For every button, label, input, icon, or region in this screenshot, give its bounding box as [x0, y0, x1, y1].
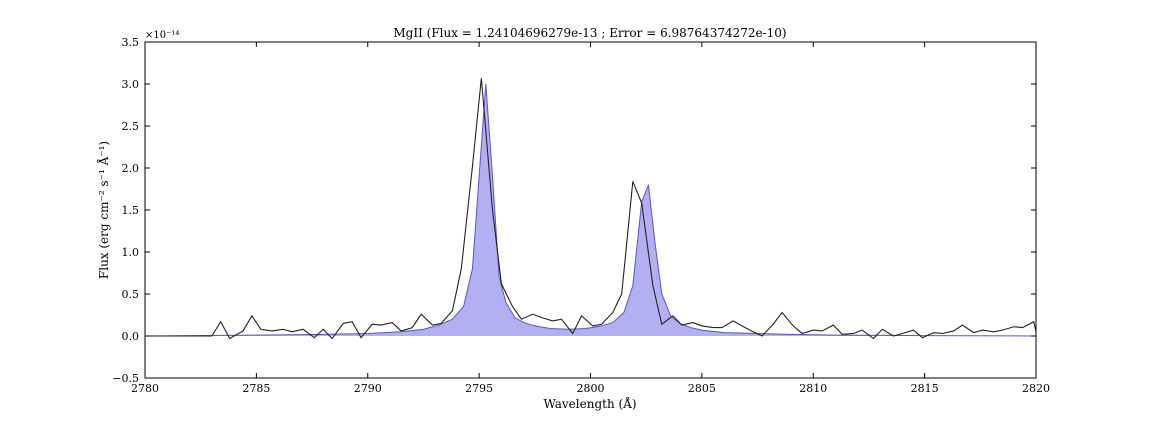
x-tick-label: 2820 — [1022, 382, 1050, 395]
model-line — [144, 83, 1037, 337]
observed-line — [145, 78, 1037, 340]
x-tick-label: 2790 — [354, 382, 382, 395]
y-tick-label: 2.0 — [122, 162, 140, 175]
model-fill-area — [145, 84, 1036, 336]
y-offset-label: ×10⁻¹⁴ — [145, 30, 179, 41]
y-tick-label: 0.5 — [122, 288, 140, 301]
y-tick-label: 1.5 — [122, 204, 140, 217]
y-tick-label: 1.0 — [122, 246, 140, 259]
x-tick-label: 2795 — [465, 382, 493, 395]
x-tick-label: 2800 — [577, 382, 605, 395]
y-axis-ticks: −0.5 0.0 0.5 1.0 1.5 2.0 2.5 3.0 3.5 — [112, 36, 1036, 385]
x-tick-label: 2810 — [799, 382, 827, 395]
y-tick-label: 3.0 — [122, 78, 140, 91]
x-axis-label: Wavelength (Å) — [543, 396, 636, 411]
x-tick-label: 2780 — [131, 382, 159, 395]
y-tick-label: 2.5 — [122, 120, 140, 133]
y-tick-label: −0.5 — [112, 372, 139, 385]
x-tick-label: 2815 — [911, 382, 939, 395]
plot-area — [144, 78, 1037, 340]
chart-title: MgII (Flux = 1.24104696279e-13 ; Error =… — [393, 26, 786, 40]
x-tick-label: 2805 — [688, 382, 716, 395]
y-axis-label: Flux (erg cm⁻² s⁻¹ Å⁻¹) — [96, 141, 111, 279]
x-tick-label: 2785 — [242, 382, 270, 395]
y-tick-label: 0.0 — [122, 330, 140, 343]
y-tick-label: 3.5 — [122, 36, 140, 49]
x-axis-ticks: 2780 2785 2790 2795 2800 2805 2810 2815 2820 — [131, 42, 1050, 395]
